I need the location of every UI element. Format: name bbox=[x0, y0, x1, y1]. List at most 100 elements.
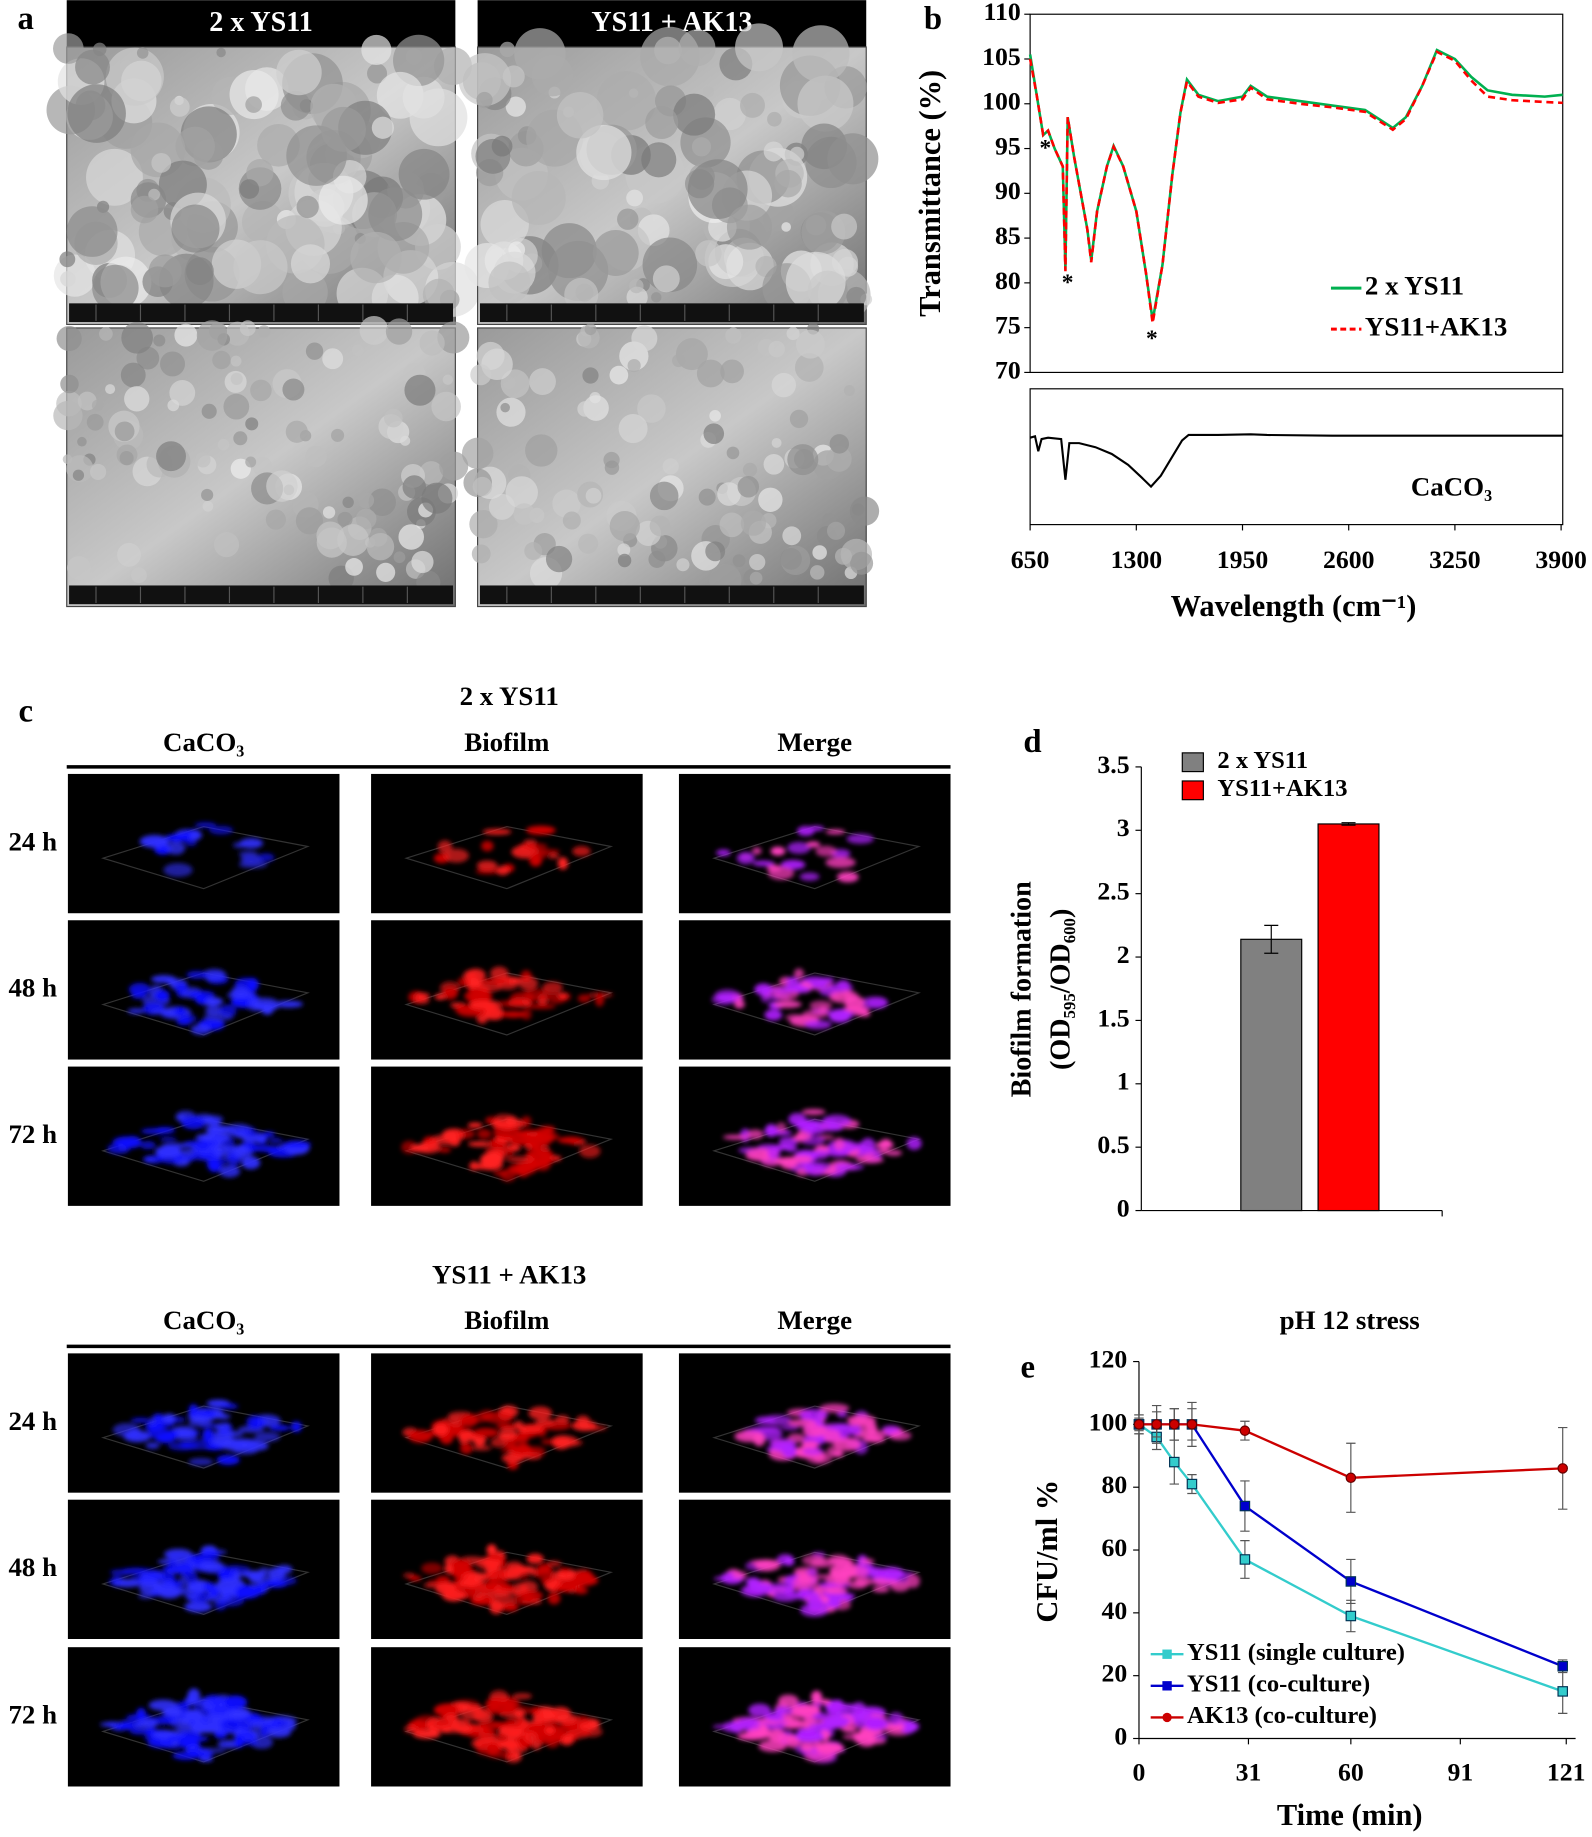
sem-particle bbox=[342, 496, 354, 508]
sem-particle bbox=[789, 409, 809, 429]
signal-blob bbox=[203, 1012, 234, 1022]
signal-blob bbox=[467, 1122, 483, 1129]
signal-blob bbox=[526, 1553, 544, 1564]
signal-blob bbox=[779, 1714, 794, 1723]
sem-particle bbox=[649, 515, 671, 537]
y-tick-label: 1 bbox=[1117, 1067, 1130, 1096]
sem-particle bbox=[797, 75, 854, 132]
annotation: * bbox=[1039, 135, 1051, 161]
signal-blob bbox=[211, 1438, 234, 1446]
y-axis-label: Transmittance (%) bbox=[913, 70, 947, 317]
signal-blob bbox=[535, 1419, 557, 1426]
sem-particle bbox=[361, 34, 392, 65]
legend-swatch bbox=[1181, 752, 1204, 773]
sem-particle bbox=[337, 511, 353, 527]
sem-particle bbox=[86, 148, 143, 206]
sem-particle bbox=[672, 354, 686, 368]
sem-particle bbox=[652, 265, 680, 293]
signal-blob bbox=[872, 1586, 890, 1593]
sem-particle bbox=[648, 550, 666, 568]
sem-particle bbox=[505, 96, 526, 117]
signal-blob bbox=[764, 1009, 783, 1021]
signal-blob bbox=[800, 1603, 829, 1617]
sem-particle bbox=[584, 323, 597, 336]
sem-particle bbox=[77, 436, 87, 447]
sem-particle bbox=[651, 292, 662, 303]
sem-particle bbox=[99, 327, 113, 341]
sem-particle bbox=[662, 458, 679, 475]
signal-blob bbox=[815, 845, 837, 857]
signal bbox=[711, 968, 889, 1030]
signal-blob bbox=[493, 1125, 521, 1140]
signal bbox=[734, 1403, 912, 1465]
sem-particle bbox=[385, 318, 413, 345]
sem-particle bbox=[496, 397, 526, 427]
signal-blob bbox=[473, 1583, 497, 1593]
signal-blob bbox=[787, 1418, 817, 1427]
signal-blob bbox=[790, 1704, 800, 1712]
sem-particle bbox=[577, 401, 593, 417]
sem-particle bbox=[505, 476, 538, 509]
signal-blob bbox=[526, 1426, 543, 1432]
sem-particle bbox=[117, 542, 141, 567]
y-tick-label: 80 bbox=[995, 266, 1021, 295]
signal-blob bbox=[442, 987, 458, 1000]
signal-blob bbox=[130, 1417, 151, 1423]
signal-blob bbox=[488, 1148, 507, 1158]
signal bbox=[722, 1108, 922, 1177]
legend-label: AK13 (co-culture) bbox=[1187, 1702, 1377, 1729]
signal-blob bbox=[290, 1421, 302, 1433]
signal-blob bbox=[254, 1431, 281, 1442]
signal-blob bbox=[833, 1573, 849, 1585]
signal-blob bbox=[557, 992, 568, 999]
signal-blob bbox=[220, 1403, 239, 1410]
y-tick-label: 1.5 bbox=[1097, 1003, 1129, 1032]
signal bbox=[401, 1113, 601, 1182]
signal-blob bbox=[813, 1741, 833, 1749]
signal-blob bbox=[825, 856, 856, 869]
sem-particle bbox=[265, 509, 286, 530]
x-axis-label: Time (min) bbox=[1277, 1798, 1423, 1832]
sem-particle bbox=[582, 367, 599, 384]
signal-blob bbox=[504, 1603, 519, 1612]
sem-particle bbox=[592, 230, 639, 276]
sem-particle bbox=[431, 391, 461, 422]
sem-particle bbox=[345, 558, 363, 576]
signal-blob bbox=[800, 1743, 814, 1753]
y-tick-label: 90 bbox=[995, 176, 1021, 205]
sem-column-title: 2 x YS11 bbox=[209, 7, 313, 38]
sem-particle bbox=[66, 206, 118, 257]
signal-blob bbox=[523, 1731, 538, 1743]
signal-blob bbox=[241, 1156, 261, 1170]
signal-blob bbox=[174, 1587, 192, 1596]
sem-particle bbox=[491, 135, 513, 157]
signal-blob bbox=[866, 1737, 887, 1745]
sem-particle bbox=[116, 444, 138, 466]
signal-blob bbox=[467, 1141, 492, 1147]
legend-label: 2 x YS11 bbox=[1365, 270, 1464, 300]
signal-blob bbox=[458, 1430, 478, 1442]
signal-blob bbox=[849, 1425, 862, 1436]
signal-blob bbox=[231, 1145, 249, 1152]
signal-blob bbox=[247, 1000, 264, 1012]
signal-blob bbox=[557, 1136, 583, 1144]
error-bar bbox=[1341, 822, 1356, 826]
signal-blob bbox=[851, 1715, 866, 1724]
signal-blob bbox=[257, 853, 275, 862]
signal bbox=[716, 825, 874, 883]
signal-blob bbox=[855, 1146, 879, 1154]
signal-blob bbox=[545, 1560, 562, 1568]
sem-particle bbox=[351, 344, 364, 357]
signal-blob bbox=[498, 1726, 523, 1734]
sem-particle bbox=[411, 550, 434, 574]
signal-blob bbox=[281, 1140, 312, 1149]
sem-particle bbox=[245, 456, 257, 468]
sem-particle bbox=[355, 508, 377, 530]
sem-particle bbox=[609, 365, 629, 385]
y-tick-label: 2 bbox=[1117, 940, 1130, 969]
y-tick-label: 70 bbox=[995, 355, 1021, 384]
sem-particle bbox=[91, 399, 104, 412]
signal-blob bbox=[207, 1143, 230, 1152]
sem-particle bbox=[782, 526, 802, 546]
sem-particle bbox=[767, 111, 782, 127]
